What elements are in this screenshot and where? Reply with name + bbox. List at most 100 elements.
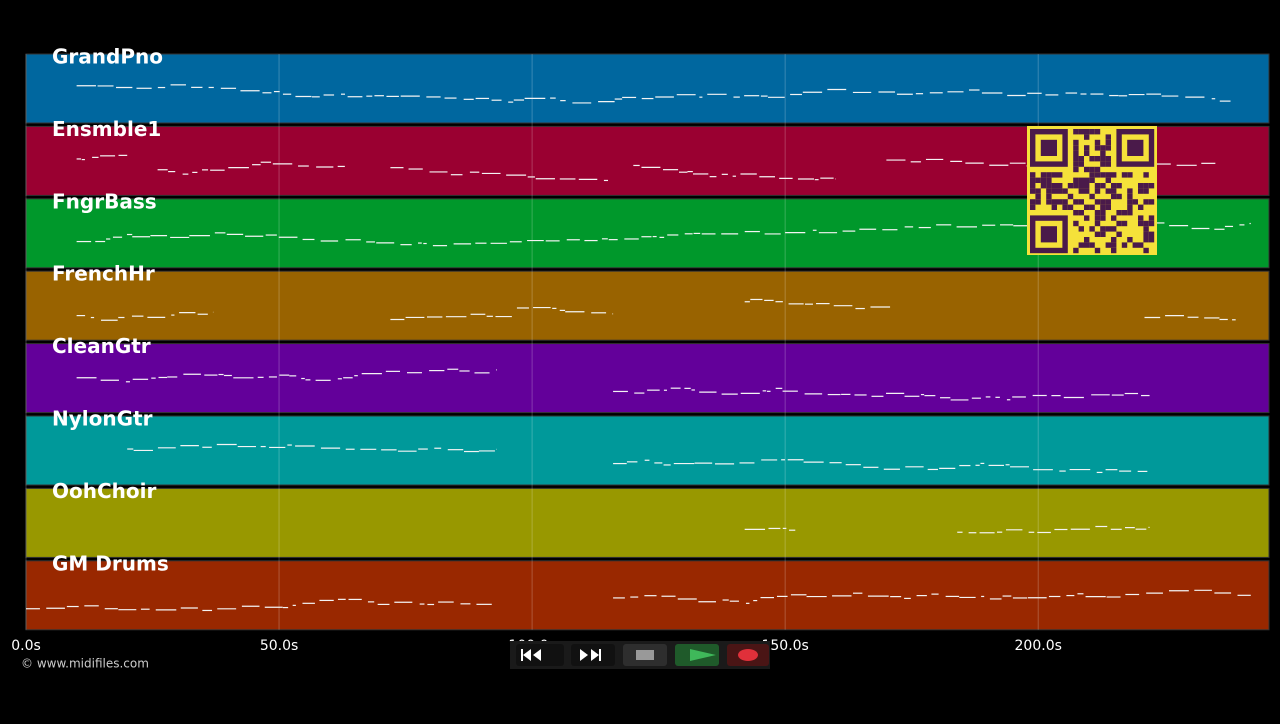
- qr-cell: [1138, 188, 1144, 194]
- qr-cell: [1030, 204, 1036, 210]
- track-name: GrandPno: [52, 45, 163, 69]
- qr-cell: [1094, 220, 1101, 227]
- qr-cell: [1089, 172, 1095, 178]
- qr-cell: [1035, 177, 1041, 183]
- qr-cell: [1073, 183, 1079, 189]
- qr-cell: [1062, 188, 1068, 194]
- qr-cell: [1094, 188, 1101, 194]
- qr-cell: [1073, 199, 1079, 205]
- qr-cell: [1100, 231, 1106, 237]
- qr-cell: [1089, 204, 1095, 210]
- qr-cell: [1143, 199, 1149, 205]
- qr-cell: [1035, 188, 1041, 194]
- qr-cell: [1132, 199, 1138, 205]
- qr-cell: [1078, 161, 1084, 167]
- qr-cell: [1111, 188, 1117, 194]
- labels: GrandPno Ensmble1 FngrBass FrenchHr CleanGtr…: [52, 45, 169, 576]
- qr-cell: [1089, 129, 1095, 135]
- qr-cell: [1143, 183, 1149, 189]
- record-button[interactable]: [727, 644, 769, 666]
- qr-cell: [1116, 220, 1122, 227]
- qr-cell: [1051, 183, 1057, 189]
- tick-label: 200.0s: [1015, 638, 1062, 654]
- qr-cell: [1105, 139, 1111, 146]
- qr-cell: [1094, 199, 1101, 205]
- qr-cell: [1111, 226, 1117, 232]
- qr-cell: [1105, 134, 1111, 140]
- qr-cell: [1148, 199, 1155, 205]
- qr-cell: [1051, 199, 1057, 205]
- qr-cell: [1127, 193, 1133, 200]
- qr-cell: [1100, 172, 1106, 178]
- qr-cell: [1078, 156, 1084, 162]
- copyright: © www.midifiles.com: [21, 657, 149, 671]
- track-name: NylonGtr: [52, 407, 153, 431]
- qr-cell: [1121, 172, 1128, 178]
- qr-cell: [1073, 156, 1079, 162]
- qr-cell: [1057, 183, 1063, 189]
- qr-finder: [1040, 226, 1057, 243]
- track-name: FngrBass: [52, 189, 157, 213]
- qr-cell: [1148, 231, 1155, 237]
- qr-cell: [1073, 247, 1079, 254]
- qr-cell: [1057, 172, 1063, 178]
- qr-cell: [1078, 177, 1084, 183]
- track-lane: [25, 415, 1270, 486]
- qr-cell: [1057, 199, 1063, 205]
- qr-cell: [1030, 172, 1036, 178]
- qr-cell: [1138, 220, 1144, 227]
- qr-cell: [1030, 177, 1036, 183]
- fast-forward-button[interactable]: [571, 644, 615, 666]
- qr-cell: [1100, 183, 1106, 189]
- qr-cell: [1148, 183, 1155, 189]
- rewind-button[interactable]: [516, 644, 564, 666]
- qr-cell: [1051, 172, 1057, 178]
- qr-cell: [1105, 145, 1111, 151]
- qr-cell: [1062, 204, 1068, 210]
- qr-cell: [1073, 166, 1079, 173]
- qr-cell: [1100, 156, 1106, 162]
- tick-label: 150.0s: [761, 638, 808, 654]
- qr-cell: [1084, 150, 1090, 156]
- qr-cell: [1084, 134, 1090, 140]
- qr-cell: [1127, 204, 1133, 210]
- qr-cell: [1111, 247, 1117, 254]
- qr-cell: [1143, 247, 1149, 254]
- qr-cell: [1138, 242, 1144, 248]
- qr-cell: [1105, 161, 1111, 167]
- qr-finder: [1127, 139, 1144, 156]
- qr-cell: [1100, 226, 1106, 232]
- qr-cell: [1035, 193, 1041, 200]
- qr-cell: [1143, 188, 1149, 194]
- qr-cell: [1073, 150, 1079, 156]
- stop-button[interactable]: [623, 644, 667, 666]
- qr-cell: [1105, 204, 1111, 210]
- track-lane: [25, 343, 1270, 414]
- qr-cell: [1100, 204, 1106, 210]
- qr-cell: [1148, 237, 1155, 243]
- qr-cell: [1078, 188, 1084, 194]
- qr-cell: [1089, 193, 1095, 200]
- qr-cell: [1084, 145, 1090, 151]
- qr-cell: [1121, 242, 1128, 248]
- qr-cell: [1127, 210, 1133, 216]
- qr-cell: [1035, 199, 1041, 205]
- qr-cell: [1094, 129, 1101, 135]
- play-button[interactable]: [675, 644, 719, 666]
- qr-cell: [1100, 210, 1106, 216]
- qr-cell: [1148, 220, 1155, 227]
- qr-cell: [1132, 242, 1138, 248]
- qr-cell: [1100, 215, 1106, 221]
- qr-cell: [1094, 183, 1101, 189]
- qr-cell: [1073, 145, 1079, 151]
- qr-cell: [1100, 150, 1106, 156]
- qr-cell: [1143, 172, 1149, 178]
- qr-cell: [1040, 177, 1047, 183]
- track-name: CleanGtr: [52, 334, 151, 358]
- qr-cell: [1030, 199, 1036, 205]
- qr-cell: [1105, 188, 1111, 194]
- qr-cell: [1143, 237, 1149, 243]
- qr-cell: [1138, 183, 1144, 189]
- qr-cell: [1127, 237, 1133, 243]
